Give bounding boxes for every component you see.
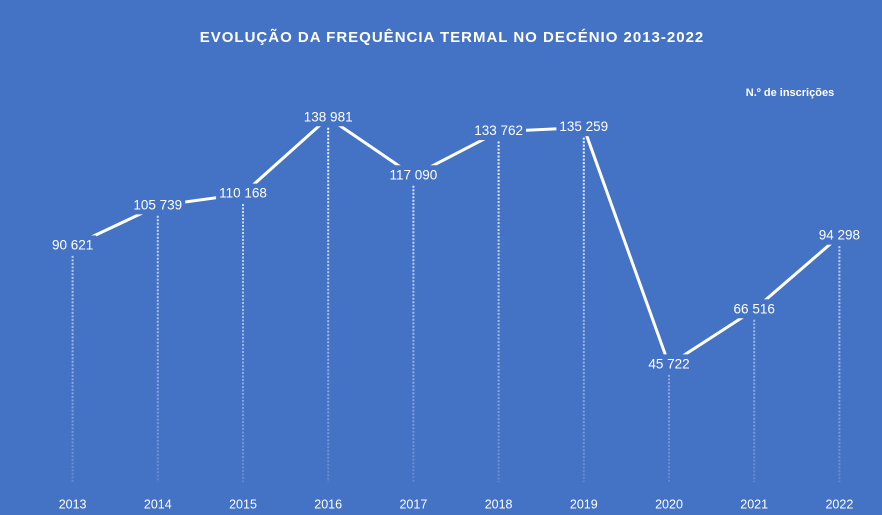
unit-annotation: N.º de inscrições <box>746 87 834 99</box>
data-label: 138 981 <box>304 109 353 124</box>
x-tick-label: 2013 <box>59 497 87 511</box>
x-tick-label: 2017 <box>399 497 427 511</box>
x-tick-label: 2022 <box>825 497 853 511</box>
data-label-background <box>730 299 778 319</box>
data-label: 66 516 <box>734 301 775 316</box>
x-tick-label: 2021 <box>740 497 768 511</box>
data-label-background <box>471 121 527 141</box>
data-label-background <box>815 225 864 245</box>
x-tick-label: 2020 <box>655 497 683 511</box>
x-tick-label: 2018 <box>485 497 513 511</box>
x-tick-label: 2015 <box>229 497 257 511</box>
data-label: 135 259 <box>559 119 608 134</box>
data-label: 133 762 <box>474 123 523 138</box>
data-label-background <box>130 195 186 215</box>
data-label-background <box>645 354 693 374</box>
data-label: 117 090 <box>389 167 437 182</box>
data-label-background <box>216 183 270 203</box>
x-tick-label: 2019 <box>570 497 598 511</box>
x-tick-label: 2016 <box>314 497 342 511</box>
data-label: 90 621 <box>52 237 93 252</box>
data-label: 45 722 <box>648 356 689 371</box>
chart-title: EVOLUÇÃO DA FREQUÊNCIA TERMAL NO DECÉNIO… <box>200 28 705 46</box>
data-label-background <box>300 107 356 127</box>
data-label: 94 298 <box>819 228 860 243</box>
x-tick-label: 2014 <box>144 497 172 511</box>
data-label: 105 739 <box>133 197 182 212</box>
data-label-background <box>48 235 97 255</box>
data-line <box>71 116 841 367</box>
data-label-background <box>556 117 612 137</box>
data-label-background <box>386 165 441 185</box>
data-label: 110 168 <box>219 186 267 201</box>
